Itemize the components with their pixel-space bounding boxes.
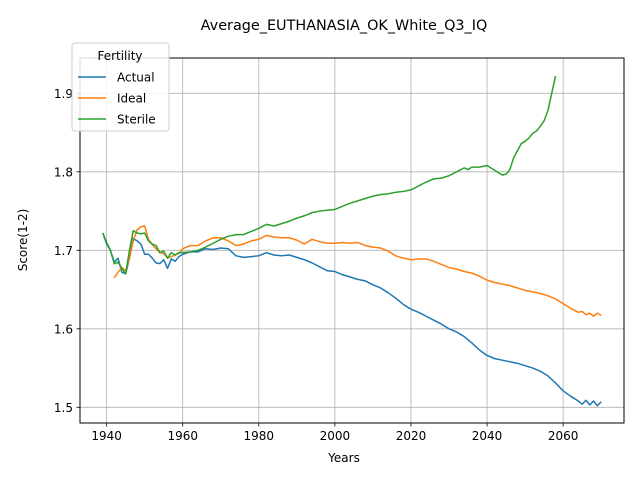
series-line-ideal [113, 225, 602, 317]
grid-lines [80, 58, 624, 423]
y-tick-label: 1.9 [54, 87, 73, 101]
x-tick-label: 2000 [320, 429, 351, 443]
axis-ticks: 1940 1960 1980 2000 2020 2040 2060 1.5 1.6 1.7 1.8… [54, 87, 579, 443]
y-tick-label: 1.5 [54, 401, 73, 415]
series-lines [102, 75, 602, 407]
x-tick-label: 2060 [548, 429, 579, 443]
series-line-sterile [102, 75, 557, 275]
x-tick-label: 2020 [396, 429, 427, 443]
y-tick-label: 1.7 [54, 244, 73, 258]
x-tick-label: 1940 [91, 429, 122, 443]
x-tick-label: 1980 [244, 429, 275, 443]
y-tick-label: 1.8 [54, 165, 73, 179]
legend-label-ideal: Ideal [117, 92, 146, 106]
series-line-actual [102, 232, 602, 407]
plot-area-frame [79, 57, 625, 424]
legend-label-actual: Actual [117, 71, 155, 85]
x-axis-label: Years [327, 451, 360, 465]
y-tick-label: 1.6 [54, 322, 73, 336]
legend-label-sterile: Sterile [117, 113, 156, 127]
legend-box [71, 42, 170, 132]
x-tick-label: 1960 [167, 429, 198, 443]
legend: Fertility Actual Ideal Sterile [71, 42, 170, 132]
y-axis-label: Score(1-2) [16, 209, 30, 272]
chart-title: Average_EUTHANASIA_OK_White_Q3_IQ [201, 18, 488, 34]
x-tick-label: 2040 [472, 429, 503, 443]
legend-title: Fertility [97, 49, 142, 63]
